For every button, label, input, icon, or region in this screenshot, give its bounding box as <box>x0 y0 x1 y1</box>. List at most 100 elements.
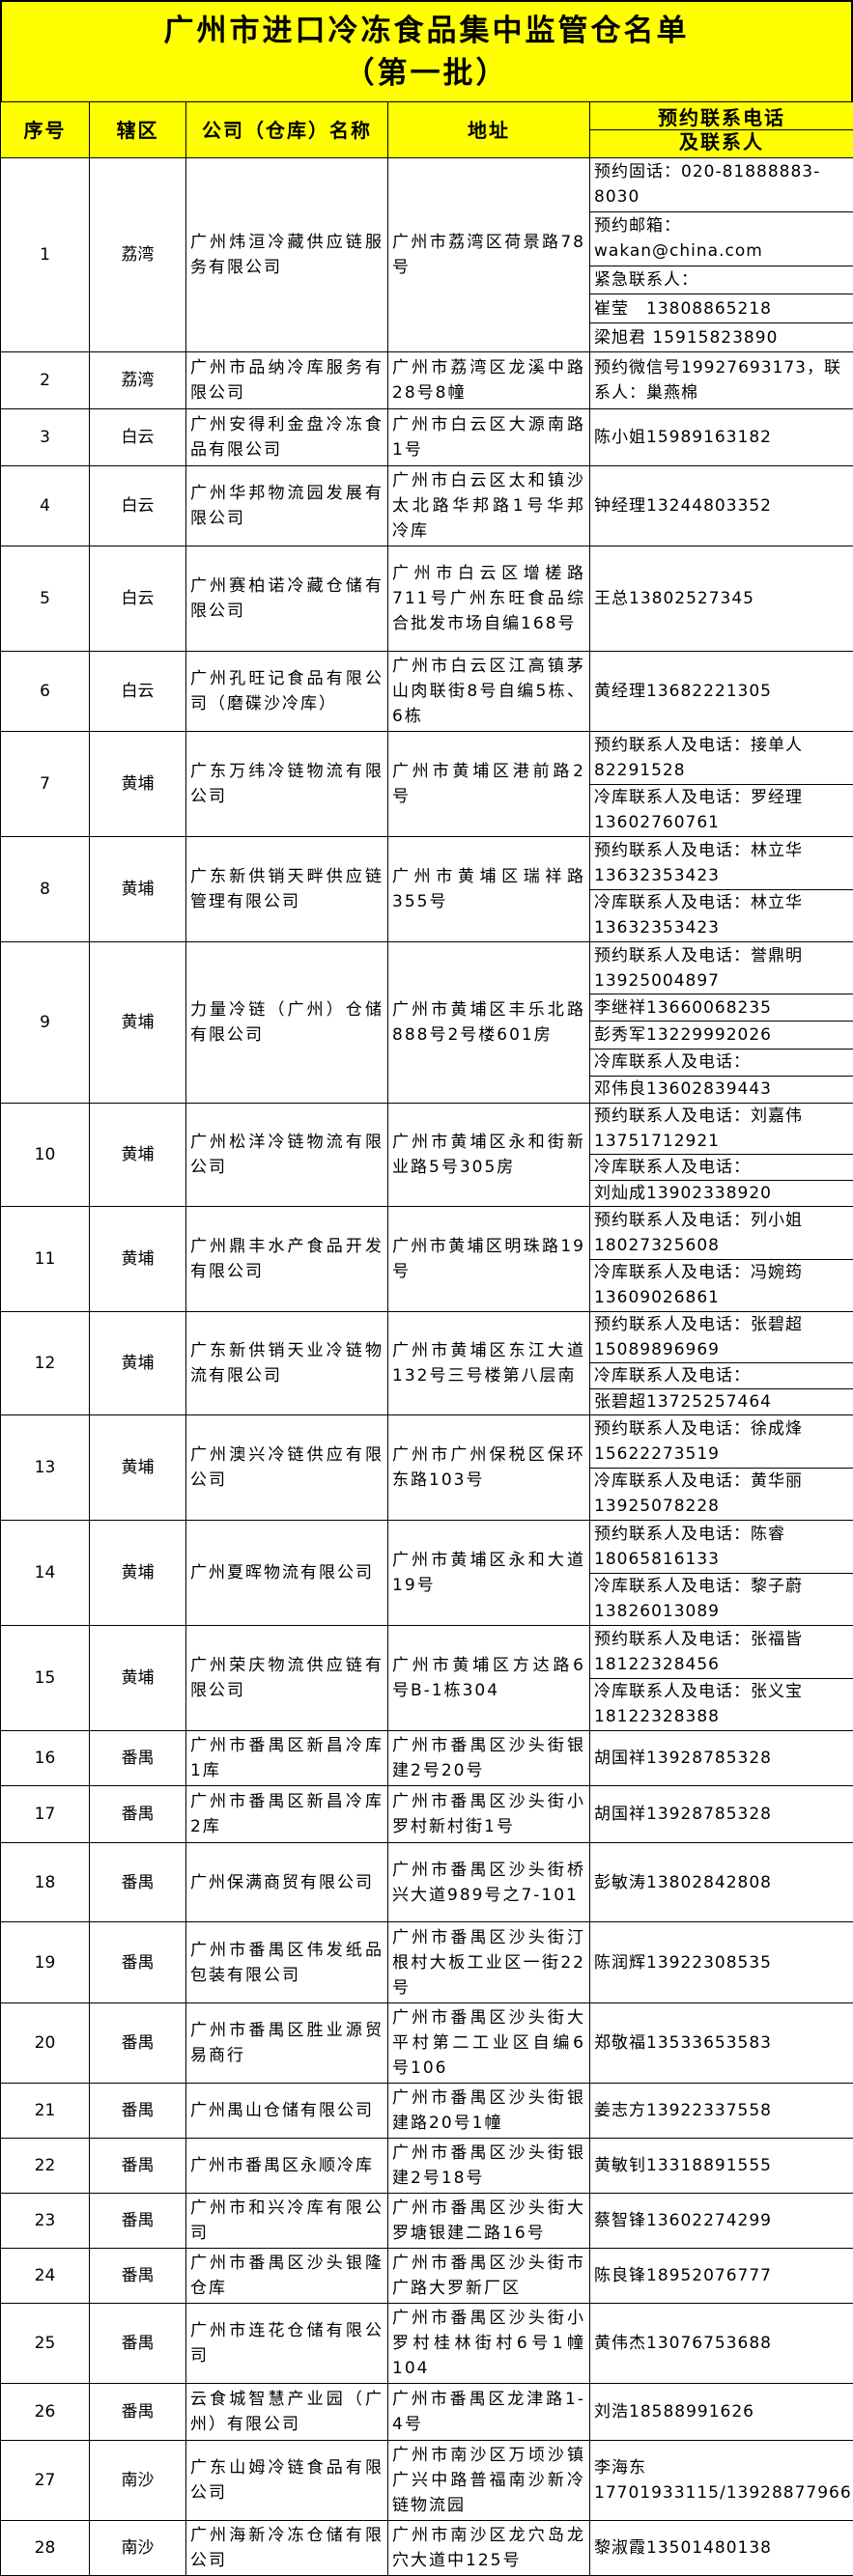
contact-line: 黄敏钊13318891555 <box>590 2139 853 2193</box>
contact-line: 蔡智锋13602274299 <box>590 2194 853 2248</box>
cell-name: 广州保满商贸有限公司 <box>186 1843 388 1922</box>
cell-no: 17 <box>1 1786 90 1843</box>
contact-line: 紧急联系人： <box>590 266 853 294</box>
contact-line: 冷库联系人及电话： <box>590 1362 853 1388</box>
cell-contact: 彭敏涛13802842808 <box>590 1843 853 1922</box>
cell-district: 白云 <box>90 652 186 732</box>
cell-address: 广州市番禺区沙头街银建2号18号 <box>388 2139 590 2194</box>
contact-line: 冷库联系人及电话：黎子蔚13826013089 <box>590 1573 853 1626</box>
contact-line: 预约联系人及电话：林立华13632353423 <box>590 837 853 889</box>
cell-name: 广州市和兴冷库有限公司 <box>186 2194 388 2249</box>
contact-line: 预约联系人及电话：陈睿18065816133 <box>590 1521 853 1573</box>
cell-name: 广州鼎丰水产食品开发有限公司 <box>186 1207 388 1312</box>
cell-no: 18 <box>1 1843 90 1922</box>
contact-list: 陈润辉13922308535 <box>590 1922 853 2002</box>
contact-line: 陈小姐15989163182 <box>590 409 853 465</box>
cell-district: 黄埔 <box>90 1104 186 1207</box>
header-contact: 预约联系电话 及联系人 <box>590 102 853 158</box>
cell-name: 广州炜洹冷藏供应链服务有限公司 <box>186 158 388 352</box>
cell-no: 26 <box>1 2384 90 2441</box>
header-contact-line: 预约联系电话 <box>590 106 853 129</box>
cell-district: 南沙 <box>90 2441 186 2521</box>
cell-contact: 郑敬福13533653583 <box>590 2003 853 2084</box>
cell-district: 黄埔 <box>90 1521 186 1626</box>
contact-line: 冷库联系人及电话：罗经理13602760761 <box>590 784 853 837</box>
header-contact-line: 及联系人 <box>590 129 853 154</box>
cell-address: 广州市番禺区沙头街银建2号20号 <box>388 1731 590 1786</box>
contact-line: 黎淑霞13501480138 <box>590 2521 853 2575</box>
cell-address: 广州市黄埔区永和街新业路5号305房 <box>388 1104 590 1207</box>
contact-line: 预约联系人及电话：张碧超15089896969 <box>590 1312 853 1362</box>
cell-name: 广东新供销天畔供应链管理有限公司 <box>186 837 388 942</box>
cell-contact: 黄敏钊13318891555 <box>590 2139 853 2194</box>
cell-district: 南沙 <box>90 2521 186 2576</box>
cell-address: 广州市番禺区沙头街桥兴大道989号之7-101 <box>388 1843 590 1922</box>
contact-line: 预约联系人及电话：刘嘉伟13751712921 <box>590 1104 853 1154</box>
contact-line: 李继祥13660068235 <box>590 994 853 1021</box>
contact-line: 张碧超13725257464 <box>590 1388 853 1414</box>
cell-name: 广州市品纳冷库服务有限公司 <box>186 352 388 409</box>
contact-list: 李海东 17701933115/13928877966 <box>590 2441 853 2520</box>
cell-address: 广州市黄埔区方达路6号B-1栋304 <box>388 1626 590 1731</box>
cell-no: 3 <box>1 409 90 466</box>
cell-contact: 陈良锋18952076777 <box>590 2249 853 2304</box>
cell-contact: 胡国祥13928785328 <box>590 1786 853 1843</box>
cell-district: 番禺 <box>90 1843 186 1922</box>
cell-name: 广州松洋冷链物流有限公司 <box>186 1104 388 1207</box>
cell-address: 广州市白云区江高镇茅山肉联街8号自编5栋、6栋 <box>388 652 590 732</box>
contact-list: 陈良锋18952076777 <box>590 2249 853 2303</box>
cell-name: 广州市番禺区伟发纸品包装有限公司 <box>186 1922 388 2003</box>
contact-list: 刘浩18588991626 <box>590 2384 853 2440</box>
cell-district: 番禺 <box>90 2003 186 2084</box>
cell-name: 广州市番禺区新昌冷库2库 <box>186 1786 388 1843</box>
cell-no: 5 <box>1 546 90 652</box>
contact-line: 王总13802527345 <box>590 546 853 651</box>
contact-line: 冷库联系人及电话： <box>590 1049 853 1076</box>
contact-line: 黄伟杰13076753688 <box>590 2304 853 2383</box>
contact-line: 预约联系人及电话：张福皆18122328456 <box>590 1626 853 1678</box>
contact-line: 刘浩18588991626 <box>590 2384 853 2440</box>
cell-name: 广州市番禺区沙头银隆仓库 <box>186 2249 388 2304</box>
cell-address: 广州市黄埔区明珠路19号 <box>388 1207 590 1312</box>
cell-no: 12 <box>1 1312 90 1415</box>
contact-line: 黄经理13682221305 <box>590 652 853 731</box>
cell-no: 23 <box>1 2194 90 2249</box>
contact-line: 预约联系人及电话：接单人82291528 <box>590 732 853 784</box>
cell-contact: 黎淑霞13501480138 <box>590 2521 853 2576</box>
cell-no: 16 <box>1 1731 90 1786</box>
contact-list: 胡国祥13928785328 <box>590 1731 853 1785</box>
cell-district: 番禺 <box>90 1731 186 1786</box>
header-no: 序号 <box>1 102 90 158</box>
cell-address: 广州市白云区太和镇沙太北路华邦路1号华邦冷库 <box>388 466 590 546</box>
cell-address: 广州市番禺区沙头街汀根村大板工业区一街22号 <box>388 1922 590 2003</box>
cell-name: 广州市番禺区新昌冷库1库 <box>186 1731 388 1786</box>
cell-district: 番禺 <box>90 1922 186 2003</box>
cell-address: 广州市白云区大源南路1号 <box>388 409 590 466</box>
cell-district: 黄埔 <box>90 1312 186 1415</box>
cell-district: 黄埔 <box>90 1207 186 1312</box>
contact-line: 陈润辉13922308535 <box>590 1922 853 2002</box>
header-district: 辖区 <box>90 102 186 158</box>
cell-no: 10 <box>1 1104 90 1207</box>
